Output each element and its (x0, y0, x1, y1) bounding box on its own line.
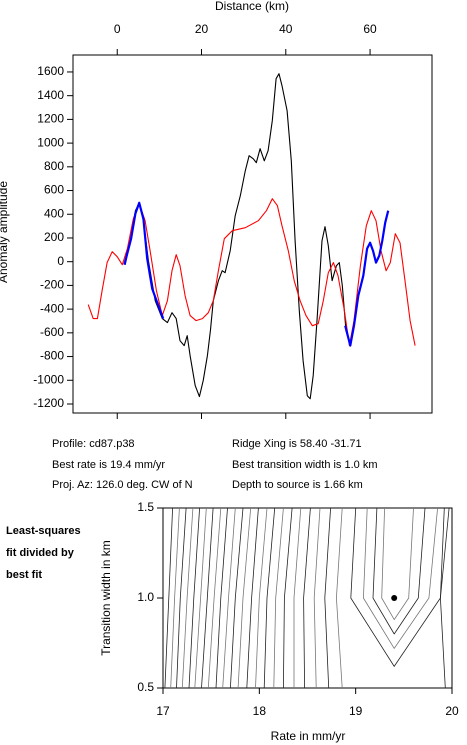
x-tick-label: 18 (253, 704, 267, 718)
contour-line (164, 507, 173, 689)
contour-line (313, 507, 321, 689)
info-text: Profile: cd87.p38 (52, 438, 135, 450)
y-tick-label: 1600 (37, 64, 64, 78)
contour-line (237, 507, 252, 689)
y-tick-label: 0 (57, 254, 64, 268)
contour-line (230, 507, 244, 689)
info-text: Depth to source is 1.66 km (232, 479, 363, 491)
x-tick-label: 0 (114, 22, 121, 36)
contour-line (363, 507, 438, 649)
x-tick-label: 60 (363, 22, 377, 36)
y-tick-label: 800 (44, 159, 64, 173)
contour-line (372, 507, 426, 635)
contour-line (255, 507, 268, 689)
x-tick-label: 20 (195, 22, 209, 36)
contour-line (336, 507, 343, 689)
contour-line (324, 507, 331, 689)
y-tick-label: 200 (44, 230, 64, 244)
y-tick-label: 1200 (37, 112, 64, 126)
contour-line (194, 507, 207, 689)
contour-line (303, 507, 311, 689)
y-tick-label: -1000 (33, 372, 64, 386)
annotation: best fit (6, 569, 42, 581)
annotation: Least-squares (6, 525, 81, 537)
annotation: fit divided by (6, 547, 75, 559)
contour-line (201, 507, 214, 689)
contour-line (273, 507, 284, 689)
y-tick-label: -600 (40, 325, 64, 339)
contour-line (207, 507, 222, 689)
contour-line (381, 507, 414, 620)
y-tick-label: 0.5 (137, 680, 154, 694)
y-tick-label: 600 (44, 183, 64, 197)
y-tick-label: 1.5 (137, 500, 154, 514)
contour-line (350, 507, 450, 667)
line-series (124, 73, 351, 400)
y-tick-label: 1.0 (137, 590, 154, 604)
best-fit-point (391, 595, 398, 601)
y-tick-label: 1400 (37, 88, 64, 102)
info-text: Best rate is 19.4 mm/yr (52, 459, 165, 471)
contour-line (263, 507, 276, 689)
contour-line (222, 507, 236, 689)
y-tick-label: -1200 (33, 396, 64, 410)
contour-line (188, 507, 200, 689)
contour-line (246, 507, 259, 689)
y-tick-label: 400 (44, 206, 64, 220)
contour-line (293, 507, 302, 688)
info-text: Best transition width is 1.0 km (232, 459, 378, 471)
x-axis-label: Distance (km) (215, 0, 289, 13)
contour-line (283, 507, 293, 689)
x-tick-label: 19 (349, 704, 363, 718)
x-tick-label: 20 (445, 704, 459, 718)
y-tick-label: -200 (40, 278, 64, 292)
contour-line (181, 507, 194, 689)
x-axis-label: Rate in mm/yr (271, 729, 346, 743)
y-tick-label: 1000 (37, 135, 64, 149)
contour-line (170, 507, 180, 689)
y-axis-label: Anomaly amplitude (0, 181, 10, 283)
info-text: Proj. Az: 126.0 deg. CW of N (52, 479, 193, 491)
line-series (123, 201, 390, 347)
y-tick-label: -400 (40, 301, 64, 315)
contour-line (215, 507, 228, 689)
x-tick-label: 17 (156, 704, 170, 718)
info-text: Ridge Xing is 58.40 -31.71 (232, 438, 362, 450)
plot-frame (72, 54, 433, 414)
contour-line (440, 507, 446, 689)
line-series (87, 198, 416, 347)
x-tick-label: 40 (279, 22, 293, 36)
contour-line (176, 507, 187, 689)
y-tick-label: -800 (40, 349, 64, 363)
y-axis-label: Transition width in km (99, 540, 113, 656)
